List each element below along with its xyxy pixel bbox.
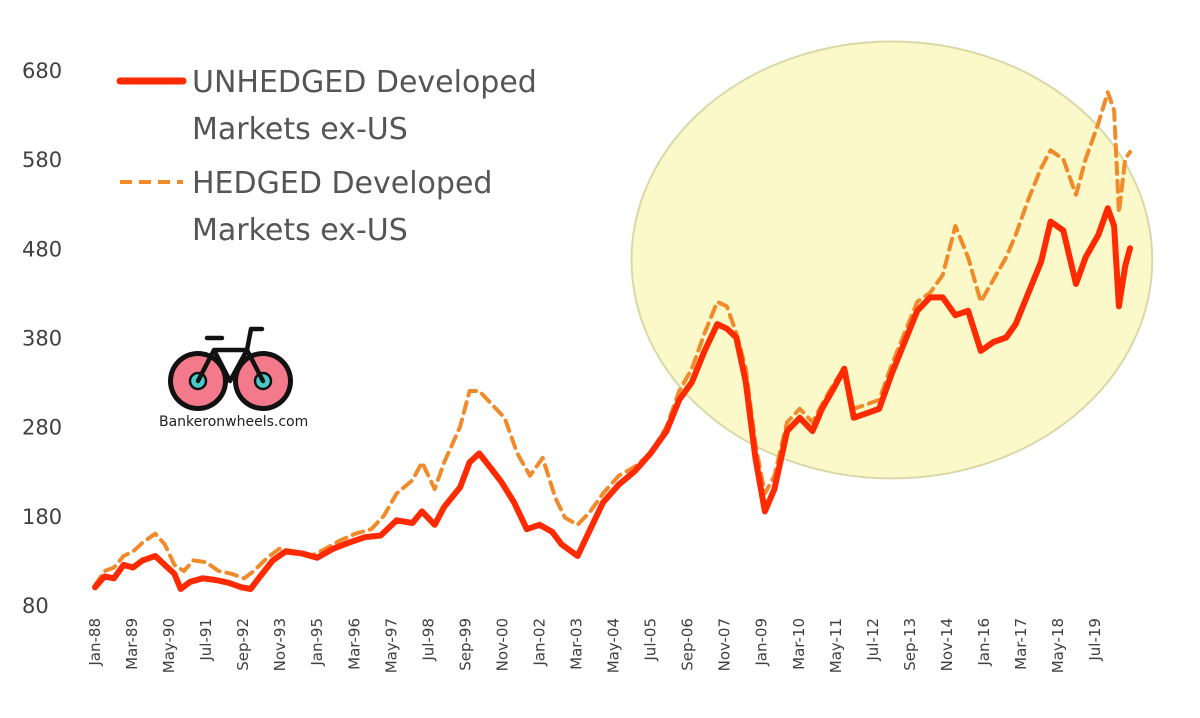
x-tick-label: Jul-98	[419, 618, 437, 662]
x-tick-label: Sep-06	[679, 618, 697, 671]
x-tick-label: Sep-99	[456, 618, 474, 671]
x-tick-label: Jul-05	[642, 618, 660, 662]
legend-label-hedged-line1: HEDGED Developed	[192, 166, 492, 201]
x-tick-label: Mar-96	[345, 618, 363, 670]
x-axis-tick-labels: Jan-88 Mar-89 May-90 Jul-91 Sep-92 Nov-93 Jan-…	[86, 618, 1104, 673]
legend-label-unhedged-line2: Markets ex-US	[192, 112, 408, 147]
x-tick-label: Jan-95	[308, 618, 326, 667]
y-tick-label: 380	[22, 327, 62, 351]
logo-text: Bankeronwheels.com	[159, 414, 308, 430]
x-tick-label: Jan-88	[86, 618, 104, 667]
bicycle-icon	[168, 326, 293, 411]
x-tick-label: Jul-12	[864, 618, 882, 662]
x-tick-label: Jan-09	[753, 618, 771, 667]
x-tick-label: Nov-00	[493, 618, 511, 671]
y-tick-label: 680	[22, 59, 62, 83]
y-axis-tick-labels: 80 180 280 380 480 580 680	[22, 59, 62, 618]
x-tick-label: Nov-07	[716, 618, 734, 671]
x-tick-label: Nov-14	[938, 618, 956, 671]
legend-label-hedged-line2: Markets ex-US	[192, 213, 408, 248]
y-tick-label: 80	[22, 594, 49, 618]
x-tick-label: Jul-19	[1086, 618, 1104, 662]
highlight-ellipse	[630, 40, 1154, 480]
x-tick-label: Mar-03	[568, 618, 586, 670]
legend: UNHEDGED Developed Markets ex-US HEDGED …	[116, 65, 537, 248]
x-tick-label: May-04	[605, 618, 623, 673]
x-tick-label: May-97	[382, 618, 400, 673]
x-tick-label: Jan-02	[530, 618, 548, 667]
x-tick-label: Jul-91	[197, 618, 215, 662]
legend-label-unhedged-line1: UNHEDGED Developed	[192, 65, 537, 100]
series-line-unhedged	[92, 205, 1133, 592]
bankeronwheels-logo: Bankeronwheels.com	[159, 326, 308, 430]
x-tick-label: May-18	[1049, 618, 1067, 673]
x-tick-label: May-11	[827, 618, 845, 673]
y-tick-label: 180	[22, 505, 62, 529]
x-tick-label: Nov-93	[271, 618, 289, 671]
x-tick-label: Mar-10	[790, 618, 808, 670]
x-tick-label: Mar-17	[1012, 618, 1030, 670]
x-tick-label: May-90	[160, 618, 178, 673]
y-tick-label: 280	[22, 416, 62, 440]
highlight-ellipse-layer	[630, 40, 1154, 480]
x-tick-label: Sep-92	[234, 618, 252, 671]
x-tick-label: Jan-16	[975, 618, 993, 667]
x-tick-label: Mar-89	[123, 618, 141, 670]
series-lines	[92, 90, 1133, 592]
x-tick-label: Sep-13	[901, 618, 919, 671]
y-tick-label: 480	[22, 237, 62, 261]
y-tick-label: 580	[22, 148, 62, 172]
